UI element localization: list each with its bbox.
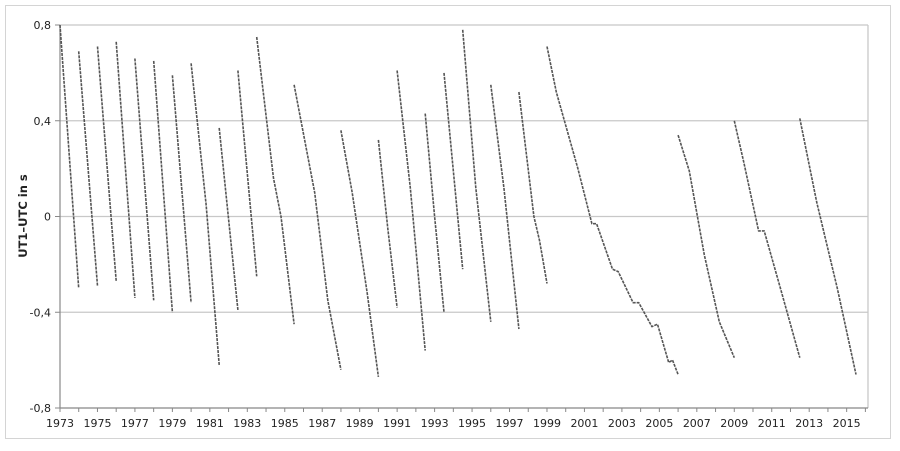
x-tick-label: 1979 — [158, 417, 186, 430]
x-tick-label: 1975 — [83, 417, 111, 430]
y-tick-label: -0,4 — [30, 306, 51, 319]
ut1-utc-segment — [546, 46, 679, 375]
x-tick-label: 1991 — [383, 417, 411, 430]
x-tick-label: 2009 — [720, 417, 748, 430]
axes: 0,8 0,4 0 -0,4 -0,8 1973 1975 1977 1979 1981 1983 1… — [30, 19, 868, 430]
ut1-utc-segment — [461, 29, 492, 322]
ut1-utc-segment — [733, 120, 801, 358]
y-tick-label: 0 — [44, 211, 51, 224]
x-tick-label: 1999 — [533, 417, 561, 430]
ut1-utc-segment — [152, 60, 174, 313]
y-tick-label: 0,4 — [34, 115, 52, 128]
gridlines — [60, 24, 869, 408]
ut1-utc-segment — [396, 70, 426, 351]
x-tick-label: 2015 — [833, 417, 861, 430]
ut1-utc-segment — [443, 72, 464, 270]
x-tick-label: 2013 — [795, 417, 823, 430]
x-tick-label: 2003 — [608, 417, 636, 430]
ut1-utc-segment — [799, 118, 857, 375]
ut1-utc-segment — [255, 36, 295, 325]
ut1-utc-segment — [518, 91, 548, 284]
ut1-utc-segment — [218, 127, 239, 310]
ut1-utc-segment — [237, 70, 258, 277]
y-axis-label: UT1–UTC in s — [16, 174, 30, 258]
chart-frame — [5, 5, 891, 439]
ut1-utc-segment — [134, 58, 155, 301]
x-tick-label: 1995 — [458, 417, 486, 430]
x-tick-label: 1977 — [121, 417, 149, 430]
x-tick-label: 2001 — [570, 417, 598, 430]
ut1-utc-segment — [77, 51, 99, 286]
x-tick-label: 1993 — [421, 417, 449, 430]
ut1-utc-segment — [96, 46, 117, 282]
x-tick-label: 1987 — [308, 417, 336, 430]
ut1-utc-segment — [377, 139, 398, 308]
y-tick-label: -0,8 — [30, 402, 51, 415]
x-tick-label: 2007 — [683, 417, 711, 430]
ut1-utc-segment — [340, 130, 380, 378]
ut1-utc-segment — [293, 84, 342, 370]
y-tick-label: 0,8 — [34, 19, 52, 32]
x-tick-label: 1985 — [271, 417, 299, 430]
x-tick-label: 1983 — [233, 417, 261, 430]
x-tick-label: 1981 — [196, 417, 224, 430]
x-tick-label: 1997 — [496, 417, 524, 430]
x-tick-label: 1973 — [46, 417, 74, 430]
series — [59, 24, 857, 378]
ut1-utc-segment — [59, 24, 80, 289]
ut1-utc-segment — [490, 84, 520, 330]
x-tick-label: 2011 — [758, 417, 786, 430]
ut1-utc-segment — [190, 63, 220, 365]
ut1-utc-segment — [171, 75, 192, 303]
ut1-utc-segment — [115, 41, 136, 298]
x-tick-label: 1989 — [346, 417, 374, 430]
ut1-utc-segment — [677, 134, 736, 359]
ut1-utc-segment — [424, 113, 445, 313]
x-tick-label: 2005 — [645, 417, 673, 430]
